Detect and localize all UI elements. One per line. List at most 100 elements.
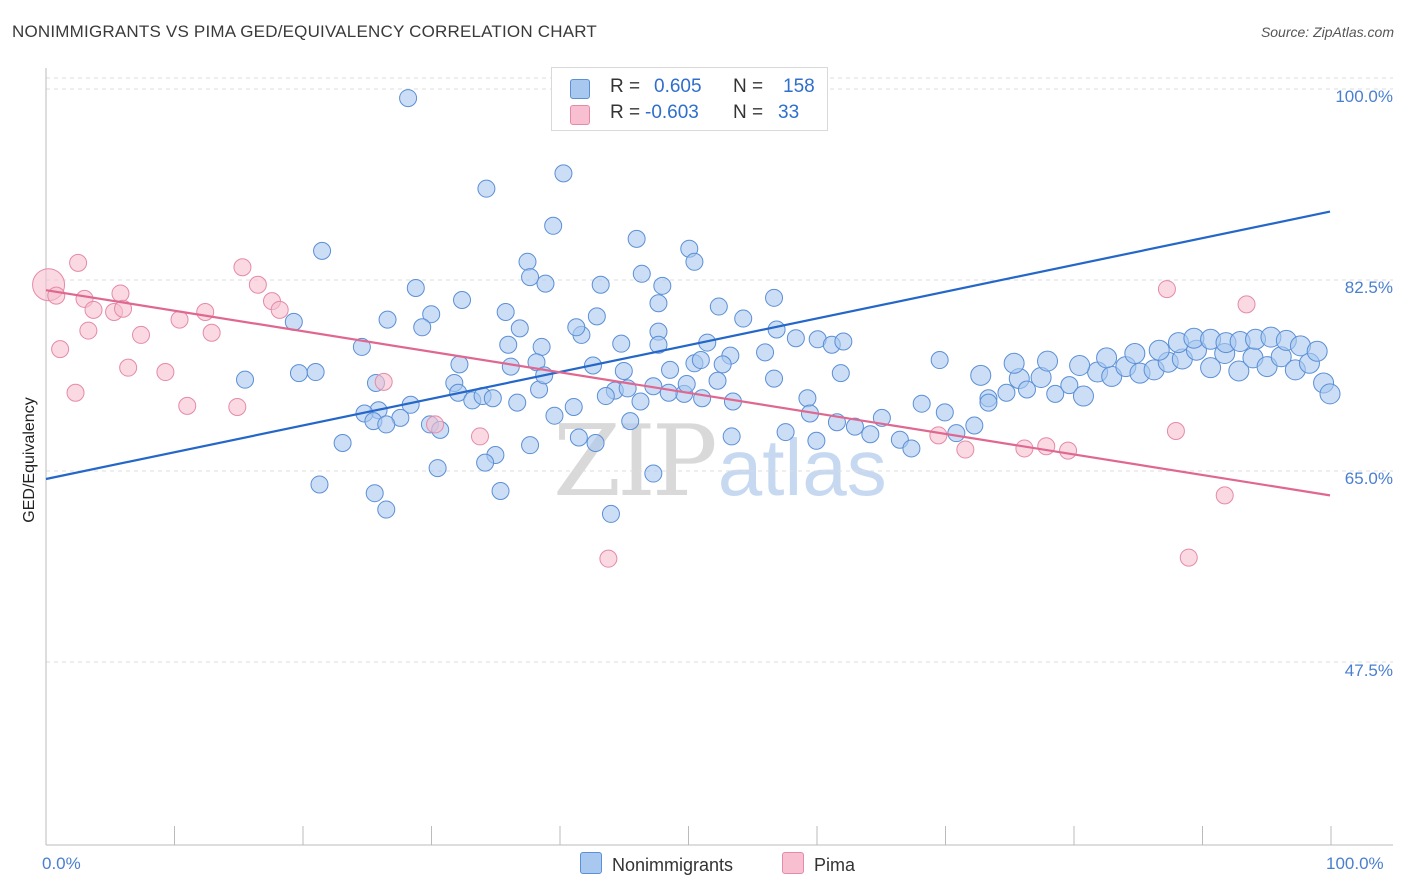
pima-point bbox=[1215, 486, 1234, 505]
n-value: 33 bbox=[778, 102, 800, 123]
nonimmigrants-point bbox=[930, 351, 949, 370]
y-tick-label-65: 65.0% bbox=[1344, 469, 1393, 488]
nonimmigrants-point bbox=[845, 417, 864, 436]
pima-trendline bbox=[45, 289, 1331, 497]
nonimmigrants-point bbox=[612, 334, 631, 353]
nonimmigrants-point bbox=[1124, 342, 1146, 364]
nonimmigrants-point bbox=[677, 375, 696, 394]
nonimmigrants-point bbox=[659, 383, 678, 402]
n-label: N = bbox=[733, 76, 764, 97]
nonimmigrants-point bbox=[450, 355, 469, 374]
nonimmigrants-point bbox=[713, 355, 732, 374]
pima-point bbox=[202, 323, 221, 342]
nonimmigrants-point bbox=[310, 475, 329, 494]
nonimmigrants-point bbox=[428, 459, 447, 478]
pima-point bbox=[426, 415, 445, 434]
legend-item-nonimmigrants[interactable]: Nonimmigrants bbox=[580, 852, 733, 876]
nonimmigrants-point bbox=[422, 305, 441, 324]
pima-point bbox=[233, 258, 252, 277]
nonimmigrants-point bbox=[807, 431, 826, 450]
nonimmigrants-point bbox=[1228, 360, 1250, 382]
nonimmigrants-point bbox=[722, 427, 741, 446]
nonimmigrants-point bbox=[1200, 357, 1222, 379]
nonimmigrants-point bbox=[1096, 347, 1118, 369]
nonimmigrants-point bbox=[554, 164, 573, 183]
nonimmigrants-point bbox=[477, 179, 496, 198]
source-credit: Source: ZipAtlas.com bbox=[1260, 24, 1394, 40]
nonimmigrants-point bbox=[621, 412, 640, 431]
nonimmigrants-point bbox=[765, 369, 784, 388]
pima-point bbox=[1059, 441, 1078, 460]
r-value: -0.603 bbox=[645, 102, 699, 123]
pima-point bbox=[69, 253, 88, 272]
nonimmigrants-point bbox=[544, 216, 563, 235]
nonimmigrants-point bbox=[653, 276, 672, 295]
pima-point bbox=[599, 549, 618, 568]
nonimmigrants-point bbox=[661, 360, 680, 379]
nonimmigrants-point bbox=[521, 268, 540, 287]
nonimmigrants-point bbox=[767, 320, 786, 339]
nonimmigrants-point bbox=[499, 335, 518, 354]
nonimmigrants-point bbox=[614, 361, 633, 380]
nonimmigrants-point bbox=[1046, 384, 1065, 403]
nonimmigrants-point bbox=[601, 504, 620, 523]
nonimmigrants-point bbox=[306, 363, 325, 382]
nonimmigrants-point bbox=[902, 439, 921, 458]
nonimmigrants-point bbox=[377, 415, 396, 434]
pima-point bbox=[196, 303, 215, 322]
nonimmigrants-point bbox=[649, 335, 668, 354]
nonimmigrants-point bbox=[518, 252, 537, 271]
y-tick-label-47-5: 47.5% bbox=[1344, 661, 1393, 680]
nonimmigrants-point bbox=[569, 428, 588, 447]
nonimmigrants-point bbox=[377, 500, 396, 519]
pima-point bbox=[178, 396, 197, 415]
blue-swatch-icon bbox=[580, 852, 602, 874]
pima-point bbox=[1166, 421, 1185, 440]
n-value: 158 bbox=[783, 76, 815, 97]
nonimmigrants-point bbox=[508, 393, 527, 412]
r-value: 0.605 bbox=[654, 76, 702, 97]
pima-point bbox=[111, 284, 130, 303]
nonimmigrants-point bbox=[798, 389, 817, 408]
nonimmigrants-point bbox=[970, 364, 992, 386]
nonimmigrants-point bbox=[510, 319, 529, 338]
y-tick-label-82-5: 82.5% bbox=[1344, 278, 1393, 297]
nonimmigrants-point bbox=[413, 318, 432, 337]
pink-swatch-icon bbox=[782, 852, 804, 874]
nonimmigrants-point bbox=[365, 484, 384, 503]
pima-point bbox=[47, 286, 66, 305]
nonimmigrants-point bbox=[912, 394, 931, 413]
nonimmigrants-point bbox=[685, 252, 704, 271]
chart-title: NONIMMIGRANTS VS PIMA GED/EQUIVALENCY CO… bbox=[12, 22, 597, 41]
legend-item-pima[interactable]: Pima bbox=[782, 852, 855, 876]
pima-point bbox=[248, 275, 267, 294]
nonimmigrants-point bbox=[708, 371, 727, 390]
nonimmigrants-point bbox=[536, 274, 555, 293]
nonimmigrants-point bbox=[734, 309, 753, 328]
nonimmigrants-point bbox=[691, 351, 710, 370]
nonimmigrants-point bbox=[1060, 376, 1079, 395]
nonimmigrants-point bbox=[834, 332, 853, 351]
pima-point bbox=[1037, 437, 1056, 456]
r-label: R = bbox=[610, 76, 641, 97]
pima-point bbox=[114, 299, 133, 318]
nonimmigrants-point bbox=[333, 433, 352, 452]
nonimmigrants-trendline bbox=[45, 210, 1331, 481]
pima-point bbox=[1157, 280, 1176, 299]
pink-swatch-icon bbox=[570, 105, 590, 125]
nonimmigrants-point bbox=[1017, 380, 1036, 399]
nonimmigrants-point bbox=[236, 370, 255, 389]
nonimmigrants-point bbox=[532, 337, 551, 356]
nonimmigrants-point bbox=[947, 424, 966, 443]
nonimmigrants-point bbox=[564, 397, 583, 416]
pima-point bbox=[51, 340, 70, 359]
pima-point bbox=[270, 300, 289, 319]
pima-point bbox=[170, 310, 189, 329]
nonimmigrants-point bbox=[491, 482, 510, 501]
nonimmigrants-point bbox=[545, 406, 564, 425]
nonimmigrants-point bbox=[649, 294, 668, 313]
nonimmigrants-point bbox=[483, 389, 502, 408]
nonimmigrants-point bbox=[776, 423, 795, 442]
r-label: R = bbox=[610, 102, 641, 123]
pima-point bbox=[374, 372, 393, 391]
